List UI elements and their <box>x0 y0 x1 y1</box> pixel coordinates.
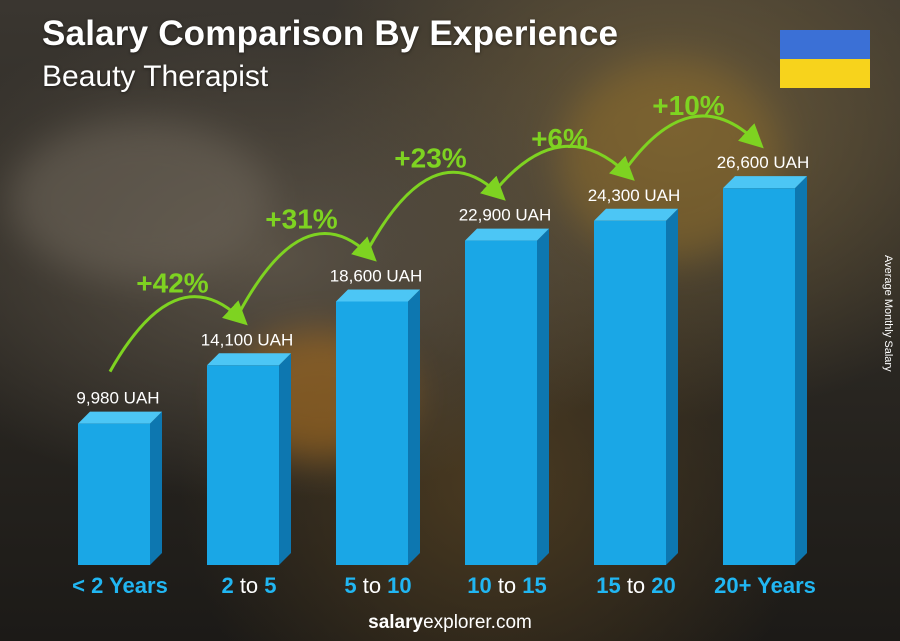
bar-top <box>78 411 162 424</box>
bar <box>78 423 150 565</box>
bar-side <box>537 228 549 566</box>
bar-value-label: 18,600 UAH <box>330 267 423 286</box>
bar-value-label: 14,100 UAH <box>201 330 294 349</box>
bar-top <box>465 228 549 241</box>
brand-rest-text: explorer.com <box>423 612 532 633</box>
bar-value-label: 9,980 UAH <box>76 389 159 408</box>
category-label: 20+ Years <box>714 573 816 598</box>
bar-value-label: 24,300 UAH <box>588 186 681 205</box>
bar <box>723 188 795 565</box>
brand-bold-text: salary <box>368 612 424 633</box>
growth-label: +31% <box>265 204 337 235</box>
bar <box>594 220 666 565</box>
category-label: < 2 Years <box>72 573 168 598</box>
bar-top <box>594 208 678 221</box>
bar <box>336 301 408 565</box>
growth-label: +10% <box>652 90 724 121</box>
bar-side <box>795 176 807 565</box>
chart-subtitle: Beauty Therapist <box>42 60 269 93</box>
growth-arrow <box>495 144 635 190</box>
category-label: 10 to 15 <box>467 573 547 598</box>
flag-top-stripe <box>780 30 870 59</box>
flag-bottom-stripe <box>780 59 870 88</box>
bar-side <box>279 353 291 565</box>
growth-arrow <box>366 170 506 251</box>
category-label: 5 to 10 <box>344 573 411 598</box>
growth-arrow <box>108 295 248 373</box>
bar-value-label: 26,600 UAH <box>717 153 810 172</box>
footer-brand: salaryexplorer.com <box>0 612 900 634</box>
background-blur <box>10 120 270 280</box>
category-label: 2 to 5 <box>221 573 276 598</box>
growth-arrow <box>624 114 764 170</box>
bar-side <box>666 208 678 565</box>
bar-top <box>336 289 420 302</box>
y-axis-label: Average Monthly Salary <box>882 255 894 372</box>
growth-label: +23% <box>394 143 466 174</box>
bar-side <box>150 411 162 565</box>
growth-label: +6% <box>531 123 588 154</box>
bar-top <box>207 353 291 366</box>
growth-arrow <box>237 231 377 314</box>
bar-value-label: 22,900 UAH <box>459 206 552 225</box>
bar <box>207 365 279 565</box>
country-flag <box>780 30 870 88</box>
bar-top <box>723 176 807 189</box>
bar <box>465 240 537 566</box>
category-label: 15 to 20 <box>596 573 676 598</box>
bar-side <box>408 289 420 565</box>
chart-title: Salary Comparison By Experience <box>42 14 619 53</box>
growth-label: +42% <box>136 267 208 298</box>
